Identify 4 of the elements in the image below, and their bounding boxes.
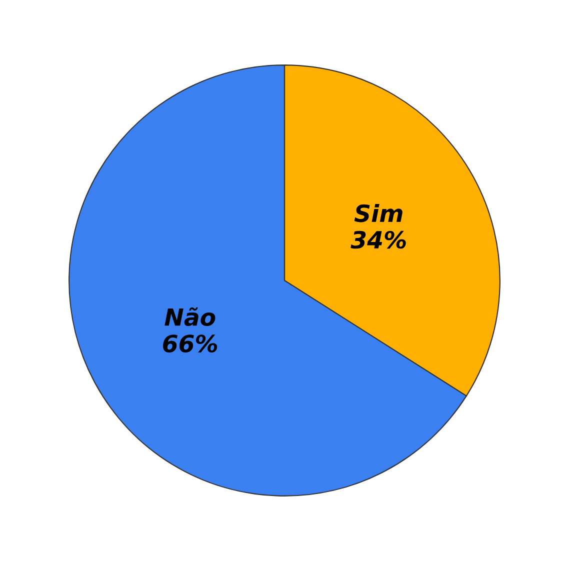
slice-label: Sim [354, 204, 402, 222]
data-label: 66% [163, 334, 218, 352]
slice-label: Não [164, 307, 216, 326]
data-label: 34% [350, 230, 406, 249]
